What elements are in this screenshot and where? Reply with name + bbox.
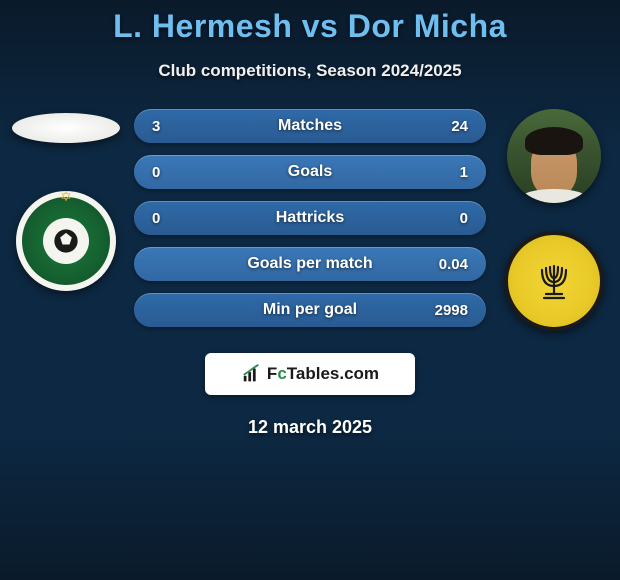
- logo-rest: Tables.com: [287, 364, 379, 384]
- stat-value-left: 0: [152, 164, 160, 181]
- stat-row: 3Matches24: [134, 109, 486, 143]
- date-text: 12 march 2025: [0, 417, 620, 438]
- stat-value-right: 24: [451, 118, 468, 135]
- right-column: [494, 109, 614, 331]
- stat-row: 0Hattricks0: [134, 201, 486, 235]
- stat-value-right: 0.04: [439, 256, 468, 273]
- comparison-card: L. Hermesh vs Dor Micha Club competition…: [0, 0, 620, 438]
- logo-text: FcTables.com: [267, 364, 379, 384]
- stat-label: Goals: [134, 163, 486, 181]
- shield-icon: [43, 218, 89, 264]
- club-badge-right: [504, 231, 604, 331]
- menorah-icon: [529, 256, 579, 306]
- ball-icon: [52, 227, 80, 255]
- stat-value-left: 3: [152, 118, 160, 135]
- bar-chart-icon: [241, 363, 263, 385]
- stat-value-right: 0: [460, 210, 468, 227]
- stat-value-right: 2998: [435, 302, 468, 319]
- stats-column: 3Matches240Goals10Hattricks0Goals per ma…: [126, 109, 494, 327]
- stat-row: 0Goals1: [134, 155, 486, 189]
- face-icon: [531, 141, 577, 197]
- club-badge-left: [16, 191, 116, 291]
- stat-label: Goals per match: [134, 255, 486, 273]
- stat-label: Min per goal: [134, 301, 486, 319]
- logo-letter-c: c: [277, 364, 286, 384]
- stat-value-left: 0: [152, 210, 160, 227]
- page-title: L. Hermesh vs Dor Micha: [0, 8, 620, 45]
- logo-letter-f: F: [267, 364, 277, 384]
- left-column: [6, 109, 126, 291]
- subtitle: Club competitions, Season 2024/2025: [0, 61, 620, 81]
- stat-row: Min per goal2998: [134, 293, 486, 327]
- stat-row: Goals per match0.04: [134, 247, 486, 281]
- source-logo: FcTables.com: [205, 353, 415, 395]
- stat-label: Hattricks: [134, 209, 486, 227]
- player-left-avatar: [12, 113, 120, 143]
- player-right-photo: [507, 109, 601, 203]
- stat-value-right: 1: [460, 164, 468, 181]
- player-right-avatar: [507, 109, 601, 203]
- stat-label: Matches: [134, 117, 486, 135]
- main-row: 3Matches240Goals10Hattricks0Goals per ma…: [0, 109, 620, 331]
